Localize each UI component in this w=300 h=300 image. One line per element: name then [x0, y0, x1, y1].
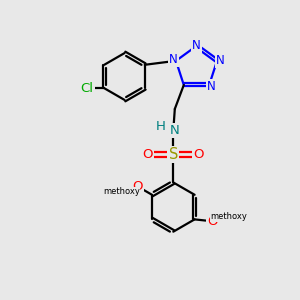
Text: S: S — [169, 147, 178, 162]
Text: N: N — [216, 54, 225, 67]
Text: Cl: Cl — [81, 82, 94, 95]
Text: methoxy: methoxy — [103, 188, 140, 196]
Text: methoxy: methoxy — [210, 212, 247, 221]
Text: H: H — [156, 121, 166, 134]
Text: O: O — [194, 148, 204, 161]
Text: O: O — [133, 180, 143, 193]
Text: O: O — [207, 215, 218, 228]
Text: N: N — [170, 124, 180, 137]
Text: N: N — [207, 80, 216, 93]
Text: N: N — [192, 39, 201, 52]
Text: O: O — [142, 148, 153, 161]
Text: N: N — [169, 53, 178, 66]
